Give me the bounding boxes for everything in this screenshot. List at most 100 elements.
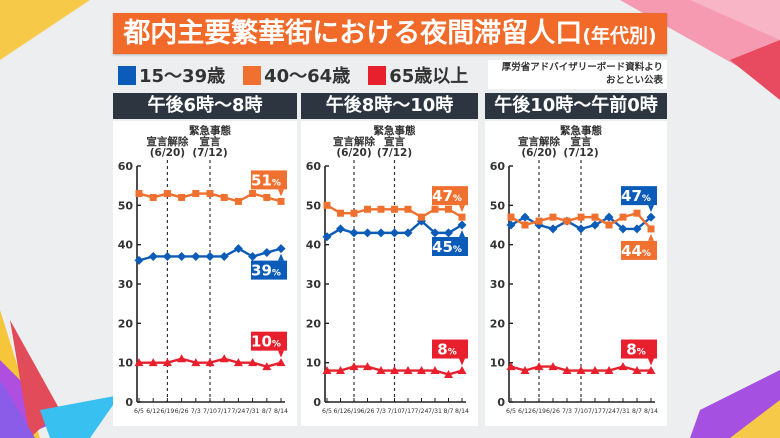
y-tick-label: 40 bbox=[118, 239, 134, 252]
end-label-percent: % bbox=[642, 249, 651, 259]
annotation-label: 緊急事態 bbox=[189, 124, 231, 137]
x-tick-label: 7/17 bbox=[401, 408, 415, 415]
x-tick-label: 6/12 bbox=[146, 408, 160, 415]
end-label-box bbox=[251, 260, 287, 280]
data-point bbox=[647, 225, 655, 233]
annotation-label: 宣言 bbox=[384, 135, 405, 148]
y-tick-label: 20 bbox=[490, 317, 506, 330]
data-point bbox=[205, 251, 215, 261]
data-point bbox=[391, 205, 398, 213]
legend-swatch-orange bbox=[243, 65, 262, 85]
data-point bbox=[233, 358, 243, 367]
data-point bbox=[135, 190, 143, 198]
bg-shape bbox=[730, 40, 780, 100]
end-label-pointer bbox=[278, 350, 284, 358]
data-point bbox=[363, 228, 372, 238]
data-point bbox=[336, 366, 345, 375]
x-tick-label: 6/5 bbox=[322, 408, 332, 415]
data-point bbox=[205, 358, 215, 367]
annotation-label: (6/20) bbox=[150, 147, 185, 159]
y-tick-label: 20 bbox=[306, 317, 322, 330]
end-label-percent: % bbox=[272, 178, 281, 188]
data-point bbox=[506, 362, 516, 371]
annotation-label: (6/20) bbox=[521, 147, 556, 159]
x-tick-label: 8/7 bbox=[262, 408, 272, 415]
data-point bbox=[134, 358, 144, 367]
x-tick-label: 8/14 bbox=[644, 408, 658, 415]
legend-label: 15〜39歳 bbox=[139, 66, 226, 87]
data-point bbox=[604, 212, 614, 222]
data-point bbox=[276, 244, 286, 254]
data-point bbox=[248, 251, 258, 261]
data-point bbox=[219, 251, 229, 261]
y-tick-label: 0 bbox=[125, 396, 133, 409]
end-label-box bbox=[621, 240, 657, 260]
data-point bbox=[576, 366, 586, 375]
data-point bbox=[618, 224, 628, 234]
x-tick-label: 6/19 bbox=[160, 408, 174, 415]
end-label-pointer bbox=[278, 253, 284, 261]
data-point bbox=[604, 366, 614, 375]
end-label-box bbox=[432, 339, 468, 359]
data-point bbox=[234, 197, 242, 205]
data-point bbox=[520, 212, 530, 222]
data-point bbox=[220, 193, 228, 201]
bg-shape bbox=[690, 0, 780, 40]
y-tick-label: 30 bbox=[490, 278, 506, 291]
x-tick-label: 6/12 bbox=[518, 408, 532, 415]
end-label-pointer bbox=[278, 189, 284, 197]
legend-item-40-64: 40〜64歳 bbox=[243, 62, 350, 88]
title-suffix: (年代別) bbox=[582, 25, 657, 47]
end-label-percent: % bbox=[642, 194, 651, 204]
x-tick-label: 6/5 bbox=[506, 408, 516, 415]
data-point bbox=[445, 205, 452, 213]
data-point bbox=[322, 366, 332, 375]
y-tick-label: 10 bbox=[490, 357, 506, 370]
data-point bbox=[192, 190, 200, 198]
end-label-percent: % bbox=[637, 348, 646, 358]
data-point bbox=[178, 193, 186, 201]
data-point bbox=[191, 358, 201, 367]
data-point bbox=[431, 205, 439, 213]
y-tick-label: 50 bbox=[306, 199, 322, 212]
data-point bbox=[590, 366, 600, 375]
data-point bbox=[417, 366, 426, 375]
end-label-pointer bbox=[459, 230, 465, 237]
legend-swatch-blue bbox=[118, 65, 136, 85]
legend-label: 40〜64歳 bbox=[264, 66, 351, 87]
end-label-percent: % bbox=[453, 245, 462, 255]
annotation-label: 宣言 bbox=[571, 135, 592, 148]
x-tick-label: 7/10 bbox=[203, 408, 217, 415]
x-tick-label: 7/24 bbox=[231, 408, 245, 415]
y-tick-label: 30 bbox=[118, 278, 134, 291]
chart-panel-10pm-0am: 午後10時〜午前0時 宣言解除 (6/20) 緊急事態 宣言 (7/12) 0 10 20 30… bbox=[485, 93, 667, 426]
x-tick-label: 6/19 bbox=[347, 408, 361, 415]
end-label-percent: % bbox=[272, 340, 281, 350]
data-point bbox=[322, 232, 332, 242]
x-tick-label: 7/24 bbox=[602, 408, 616, 415]
data-point bbox=[548, 224, 558, 234]
annotation-label: 宣言解除 bbox=[333, 135, 375, 148]
data-point bbox=[262, 362, 272, 371]
data-point bbox=[336, 224, 345, 234]
annotation-label: (7/12) bbox=[377, 147, 412, 159]
data-point bbox=[507, 213, 515, 221]
data-point bbox=[163, 190, 171, 198]
data-point bbox=[576, 224, 586, 234]
annotation-label: 緊急事態 bbox=[560, 124, 602, 137]
end-label-box bbox=[251, 170, 287, 190]
y-tick-label: 60 bbox=[490, 160, 506, 173]
data-point bbox=[520, 366, 530, 375]
data-point bbox=[323, 201, 331, 209]
data-point bbox=[390, 228, 399, 238]
data-point bbox=[457, 220, 467, 230]
data-point bbox=[364, 205, 371, 213]
bg-shape bbox=[0, 380, 35, 438]
end-label-percent: % bbox=[453, 194, 462, 204]
data-point bbox=[590, 220, 600, 230]
x-tick-label: 6/26 bbox=[361, 408, 375, 415]
data-point bbox=[206, 190, 214, 198]
data-point bbox=[337, 209, 344, 217]
data-point bbox=[403, 228, 413, 238]
y-tick-label: 0 bbox=[497, 396, 505, 409]
